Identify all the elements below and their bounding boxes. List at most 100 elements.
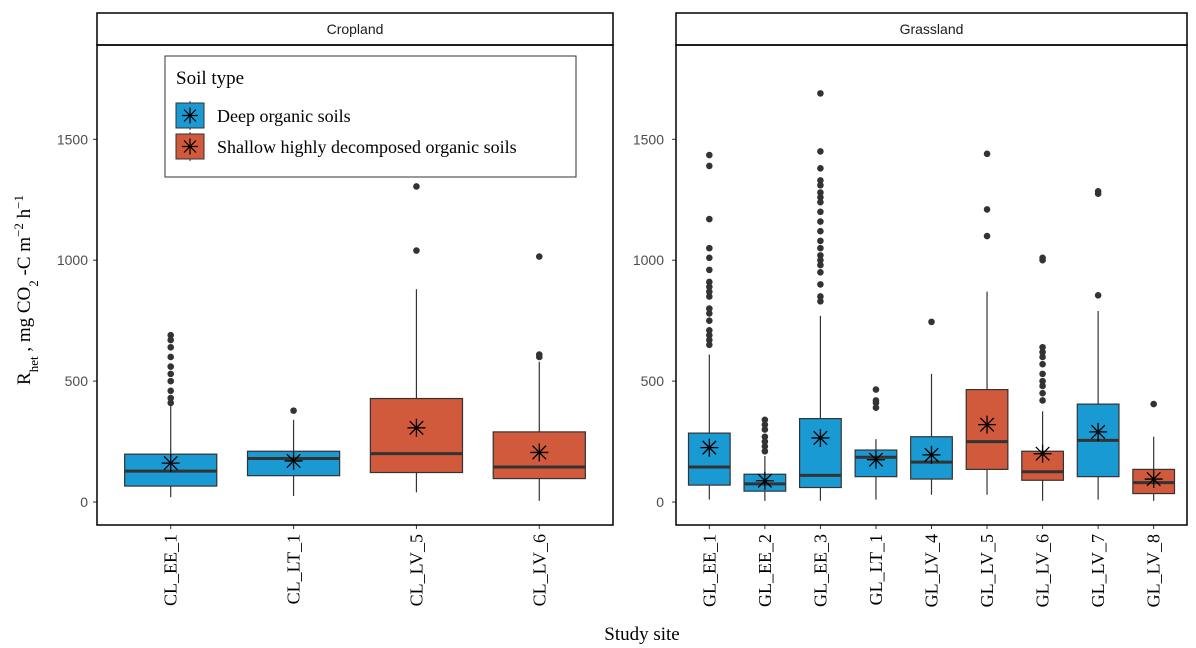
outlier	[167, 399, 175, 407]
mean-marker	[1089, 422, 1108, 441]
outlier	[817, 218, 824, 225]
outlier	[167, 377, 175, 385]
outlier	[706, 162, 713, 170]
outlier	[706, 336, 713, 344]
outlier	[167, 336, 175, 344]
outlier	[706, 331, 713, 339]
x-tick-label: GL_LV_6	[1033, 534, 1053, 607]
legend-title: Soil type	[176, 68, 244, 89]
outlier	[167, 387, 175, 395]
panel-border	[96, 44, 614, 526]
y-axis-label-part: 2	[26, 280, 41, 287]
outlier	[706, 266, 713, 274]
outlier	[413, 183, 420, 190]
y-axis-label-part: R	[14, 372, 35, 385]
mean-marker	[284, 451, 303, 470]
outlier	[706, 317, 713, 324]
outlier	[817, 90, 824, 97]
y-tick-label: 0	[656, 494, 664, 510]
outlier	[1039, 254, 1046, 262]
mean-marker	[700, 438, 719, 457]
outlier	[706, 283, 713, 291]
x-tick-label: CL_LV_6	[529, 534, 549, 606]
outlier	[872, 404, 880, 412]
mean-marker	[811, 428, 830, 447]
outlier	[1039, 348, 1046, 356]
facet-strip	[675, 12, 1188, 46]
outlier	[817, 194, 824, 201]
outlier	[817, 208, 824, 216]
outlier	[1039, 353, 1046, 361]
x-tick-label: GL_LV_5	[977, 534, 997, 607]
mean-marker	[1144, 470, 1163, 489]
outlier	[706, 244, 713, 252]
outlier	[983, 150, 991, 158]
y-axis-label-part: h	[14, 208, 35, 223]
outlier	[1039, 360, 1046, 368]
outlier	[1094, 187, 1102, 195]
box	[798, 418, 842, 489]
outlier	[761, 443, 769, 450]
y-tick-label: 1500	[633, 131, 664, 147]
y-axis-label: Rhet , mg CO2 -C m−2 h−1	[11, 195, 41, 385]
x-tick-label: GL_LV_7	[1088, 534, 1108, 607]
y-tick-label: 1000	[57, 252, 88, 268]
y-axis-label-part: , mg CO	[14, 287, 35, 357]
legend-box	[164, 55, 577, 178]
outlier	[167, 331, 175, 339]
x-tick-label: GL_LV_4	[922, 534, 942, 607]
outlier	[817, 281, 824, 288]
outlier	[817, 293, 824, 300]
outlier	[817, 269, 824, 276]
outlier	[706, 288, 713, 295]
legend-label: Shallow highly decomposed organic soils	[217, 137, 517, 157]
outlier	[706, 215, 713, 223]
legend-label: Deep organic soils	[217, 106, 351, 126]
y-tick-label: 1000	[633, 252, 664, 268]
y-axis-label-part: het	[26, 356, 41, 372]
outlier	[983, 206, 991, 213]
outlier	[706, 305, 713, 312]
mean-marker	[161, 454, 180, 473]
outlier	[817, 261, 824, 269]
outlier	[1039, 389, 1046, 397]
outlier	[535, 351, 543, 358]
outlier	[761, 421, 769, 428]
outlier	[167, 394, 175, 402]
outlier	[167, 353, 175, 361]
x-tick-label: GL_LV_8	[1144, 534, 1164, 607]
outlier	[706, 341, 713, 349]
y-tick-label: 500	[641, 373, 665, 389]
outlier	[872, 397, 880, 404]
outlier	[872, 386, 880, 393]
outlier	[1039, 377, 1046, 385]
outlier	[1039, 370, 1046, 378]
outlier	[761, 438, 769, 445]
mean-marker	[866, 450, 885, 469]
outlier	[817, 256, 824, 264]
outlier	[706, 254, 713, 262]
outlier	[706, 278, 713, 286]
outlier	[817, 165, 824, 172]
outlier	[761, 447, 769, 455]
outlier	[167, 343, 175, 351]
mean-marker	[755, 471, 774, 490]
outlier	[413, 247, 420, 254]
outlier	[817, 252, 824, 259]
y-axis-label-part: −1	[11, 195, 26, 209]
outlier	[535, 253, 543, 260]
x-tick-label: CL_EE_1	[161, 534, 181, 606]
outlier	[761, 433, 769, 441]
x-tick-label: GL_EE_1	[699, 534, 719, 607]
outlier	[1039, 397, 1046, 404]
outlier	[983, 232, 991, 240]
outlier	[706, 151, 713, 159]
mean-marker	[407, 418, 426, 437]
y-axis-label-part: −2	[11, 223, 26, 237]
outlier	[817, 148, 824, 155]
outlier	[817, 244, 824, 252]
y-axis-label-part: -C m	[14, 237, 35, 281]
legend-key-star	[182, 107, 198, 124]
outlier	[817, 177, 824, 184]
x-tick-label: GL_LT_1	[866, 534, 886, 605]
